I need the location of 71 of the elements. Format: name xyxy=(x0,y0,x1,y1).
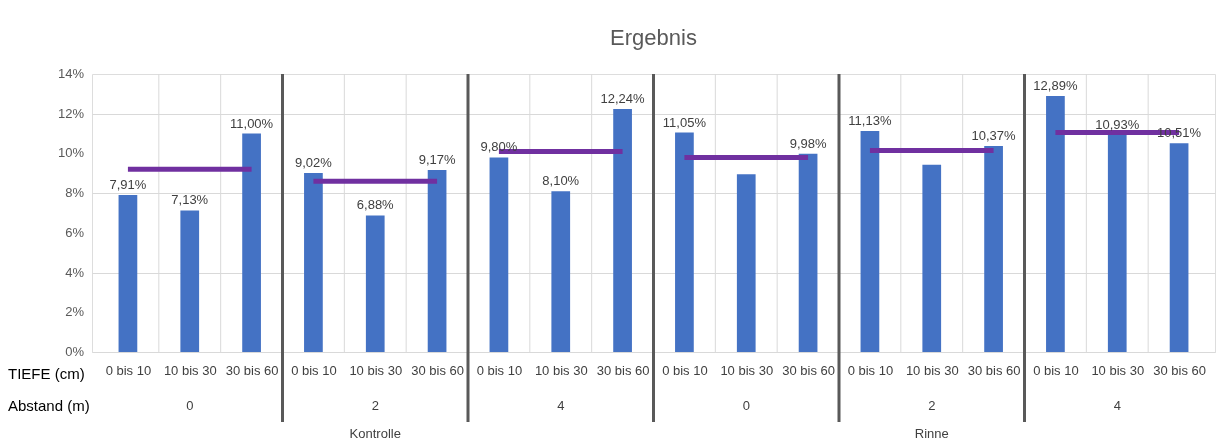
bar xyxy=(1169,143,1189,352)
text: 2 xyxy=(371,398,379,413)
text: Rinne xyxy=(914,426,949,441)
x-tick-label: 30 bis 60 xyxy=(967,362,1021,378)
y-tick-label: 0% xyxy=(65,344,85,359)
bar xyxy=(304,172,323,352)
data-label: 11,13% xyxy=(848,112,892,128)
bar xyxy=(1107,134,1127,352)
data-label: 6,88% xyxy=(356,197,395,213)
text: 0 xyxy=(186,398,194,413)
text: 4 xyxy=(1113,398,1121,413)
x-tick-label: 0 bis 10 xyxy=(847,362,894,378)
y-tick-label: 12% xyxy=(57,105,85,121)
data-label: 7,91% xyxy=(109,176,147,192)
text: 0 xyxy=(742,398,750,413)
bar xyxy=(984,146,1003,352)
bar xyxy=(736,174,756,352)
text: Abstand (m) xyxy=(8,397,90,414)
bar xyxy=(427,169,447,352)
x-tick-label: 30 bis 60 xyxy=(225,362,279,378)
x-tick-label: 30 bis 60 xyxy=(1153,362,1206,378)
x-tick-label: 10 bis 30 xyxy=(534,362,588,378)
x-tick-label: 10 bis 30 xyxy=(720,362,774,378)
data-label: 10,37% xyxy=(971,128,1017,144)
data-label: 9,02% xyxy=(294,154,333,170)
bar xyxy=(922,164,942,352)
y-tick-label: 14% xyxy=(57,66,85,81)
x-tick-label: 0 bis 10 xyxy=(662,362,708,378)
text: TIEFE (cm) xyxy=(8,365,85,382)
data-label: 12,89% xyxy=(1033,78,1078,94)
data-label: 12,24% xyxy=(600,90,646,106)
bar xyxy=(613,108,632,352)
x-tick-label: 30 bis 60 xyxy=(411,362,464,378)
bar xyxy=(675,132,694,352)
bar xyxy=(551,191,571,352)
bar xyxy=(242,133,261,352)
bar xyxy=(180,210,200,352)
bar xyxy=(798,153,818,352)
data-label: 9,80% xyxy=(480,139,518,155)
x-tick-label: 0 bis 10 xyxy=(291,362,337,378)
data-label: 10,93% xyxy=(1095,116,1140,132)
bar xyxy=(118,194,138,352)
data-label: 9,17% xyxy=(418,151,456,167)
text: Kontrolle xyxy=(349,426,401,441)
x-tick-label: 30 bis 60 xyxy=(596,362,650,378)
x-tick-label: 0 bis 10 xyxy=(1033,362,1079,378)
x-tick-label: 0 bis 10 xyxy=(105,362,152,378)
y-tick-label: 6% xyxy=(65,224,85,240)
chart-title: Ergebnis xyxy=(610,25,697,50)
text: 4 xyxy=(557,398,565,413)
bar xyxy=(365,215,385,352)
y-tick-label: 2% xyxy=(65,304,85,320)
data-label: 7,13% xyxy=(171,192,209,208)
text: 2 xyxy=(928,398,936,413)
y-tick-label: 10% xyxy=(57,145,85,161)
x-tick-label: 30 bis 60 xyxy=(782,362,835,378)
bar xyxy=(860,130,880,352)
x-tick-label: 0 bis 10 xyxy=(476,362,523,378)
x-tick-label: 10 bis 30 xyxy=(1091,362,1145,378)
x-tick-label: 10 bis 30 xyxy=(905,362,959,378)
data-label: 9,98% xyxy=(789,135,827,151)
y-tick-label: 4% xyxy=(65,264,85,280)
x-tick-label: 10 bis 30 xyxy=(349,362,403,378)
data-label: 11,05% xyxy=(662,114,707,130)
bar xyxy=(489,157,509,352)
data-label: 8,10% xyxy=(542,173,580,189)
data-label: 11,00% xyxy=(230,115,274,131)
x-tick-label: 10 bis 30 xyxy=(163,362,217,378)
data-label: 10,51% xyxy=(1157,125,1202,141)
bar xyxy=(1046,96,1065,352)
y-tick-label: 8% xyxy=(65,185,85,201)
